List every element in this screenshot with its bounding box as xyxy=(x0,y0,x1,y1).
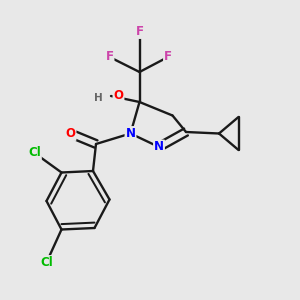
Text: O: O xyxy=(113,89,124,103)
Text: O: O xyxy=(65,127,76,140)
Text: F: F xyxy=(106,50,113,64)
Text: F: F xyxy=(136,25,143,38)
Text: N: N xyxy=(125,127,136,140)
Text: H: H xyxy=(94,93,103,103)
Text: N: N xyxy=(154,140,164,154)
Text: Cl: Cl xyxy=(40,256,53,269)
Text: Cl: Cl xyxy=(28,146,41,160)
Text: F: F xyxy=(164,50,172,64)
